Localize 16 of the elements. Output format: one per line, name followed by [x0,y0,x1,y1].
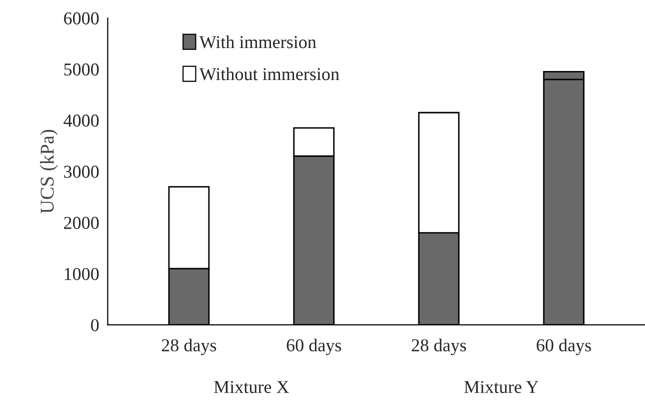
x-tick-label: 28 days [412,338,466,356]
legend-label: With immersion [199,35,316,48]
y-tick-label: 5000 [64,63,99,76]
legend-label: Without immersion [199,68,340,80]
y-tick-label: 4000 [64,114,99,127]
y-axis-title: UCS (kPa) [40,130,58,214]
y-tick-label: 0 [91,319,99,332]
text: Mixture Y [464,380,538,394]
y-tick-label: 2000 [64,216,99,229]
x-tick-label: 60 days [536,338,591,356]
x-tick-label: 28 days [162,338,216,356]
text: Mixture X [214,380,289,394]
y-tick-label: 6000 [64,12,99,24]
y-tick-label: 3000 [64,166,99,178]
y-tick-label: 1000 [64,268,99,280]
x-tick-label: 60 days [286,338,342,356]
